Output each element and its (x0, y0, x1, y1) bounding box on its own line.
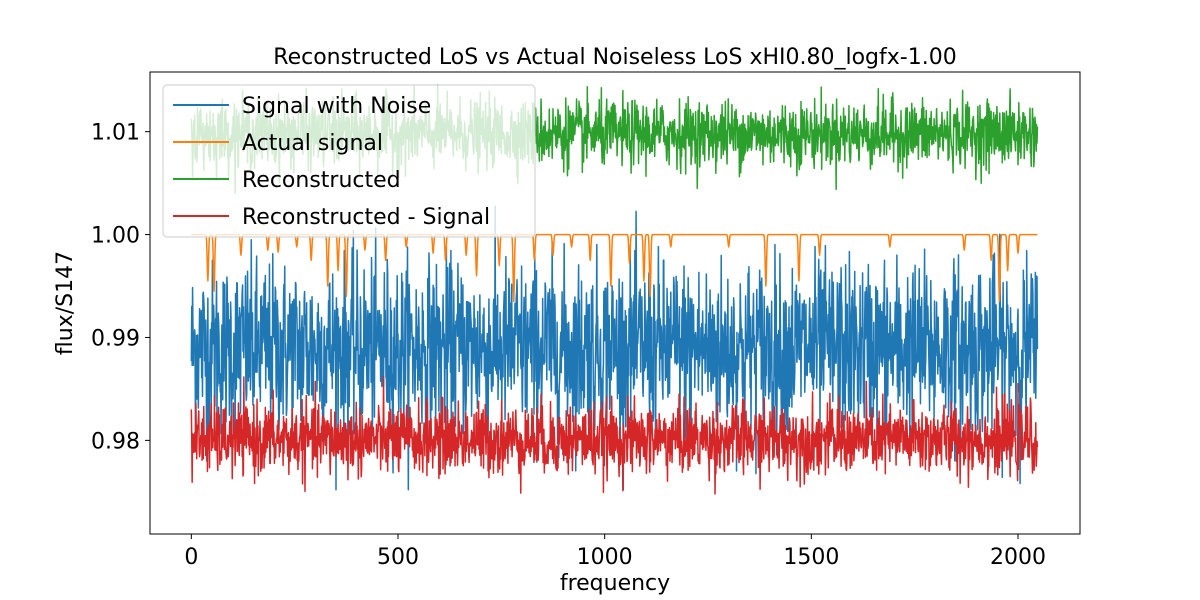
legend-label: Reconstructed - Signal (242, 205, 490, 230)
legend-box (162, 84, 536, 238)
series-line-1 (191, 233, 1038, 303)
y-tick-label: 0.98 (91, 429, 140, 454)
x-tick-label: 0 (184, 545, 198, 570)
y-axis-label: flux/S147 (53, 251, 78, 355)
x-axis-label: frequency (560, 571, 670, 596)
x-tick-label: 1500 (783, 545, 839, 570)
legend-label: Signal with Noise (242, 94, 431, 119)
y-tick-label: 1.00 (91, 224, 140, 249)
legend: Signal with Noise Actual signal Reconstruc… (162, 84, 536, 238)
x-axis: 0 500 1000 1500 2000 (184, 534, 1046, 570)
legend-label: Actual signal (242, 131, 383, 156)
x-tick-label: 500 (377, 545, 419, 570)
chart-title: Reconstructed LoS vs Actual Noiseless Lo… (273, 45, 956, 70)
y-tick-label: 1.01 (91, 121, 140, 146)
y-tick-label: 0.99 (91, 326, 140, 351)
legend-label: Reconstructed (242, 168, 401, 193)
y-axis: 0.98 0.99 1.00 1.01 (91, 121, 150, 454)
plot-frame (149, 71, 1081, 535)
x-tick-label: 1000 (577, 545, 633, 570)
x-tick-label: 2000 (990, 545, 1046, 570)
series-line-3 (190, 375, 1039, 495)
series-line-0 (190, 205, 1039, 491)
